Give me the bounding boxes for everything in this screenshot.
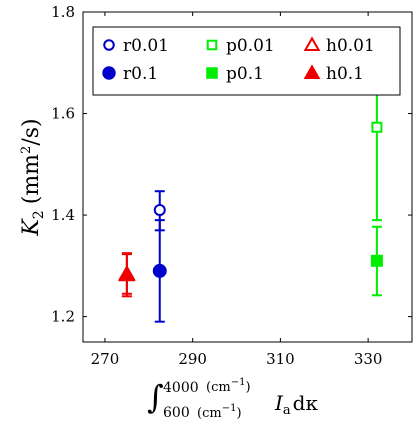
x-label-lower-limit: 600 — [163, 405, 190, 421]
legend-marker-p0.1 — [206, 67, 218, 79]
x-label-upper-unit: (cm−1) — [206, 377, 251, 395]
legend-label-r0.1: r0.1 — [123, 64, 158, 84]
y-tick-label: 1.6 — [51, 105, 75, 123]
legend-marker-h0.1 — [303, 64, 321, 79]
plot-frame — [82, 11, 413, 343]
integral-sign: ∫ — [147, 378, 164, 416]
legend: r0.01 p0.01 h0.01 r0.1 p0.1 h0.1 — [92, 26, 401, 96]
y-label-unit-close: /s) — [19, 118, 44, 145]
legend-label-h0.1: h0.1 — [326, 64, 364, 84]
legend-marker-p0.01 — [206, 39, 218, 51]
x-axis-label: ∫ 4000 (cm−1) 600 (cm−1) Ia dκ — [147, 377, 318, 421]
axis-ticks: 270 290 310 330 1.2 1.4 1.6 1.8 — [51, 3, 412, 368]
legend-label-h0.01: h0.01 — [326, 36, 375, 56]
data-point-p0.01 — [371, 121, 383, 133]
y-tick-label: 1.2 — [51, 308, 75, 326]
x-label-lower-unit: (cm−1) — [197, 403, 242, 421]
y-label-sub: 2 — [31, 210, 47, 219]
data-point-h0.1 — [118, 265, 136, 282]
data-point-r0.1 — [152, 263, 167, 278]
x-tick-label: 310 — [266, 350, 295, 368]
y-label-unit-exp: 2 — [19, 146, 34, 154]
x-label-integrand: Ia dκ — [274, 391, 318, 418]
y-tick-label: 1.8 — [51, 3, 75, 21]
y-label-unit-open: (mm — [19, 154, 44, 204]
legend-marker-r0.1 — [102, 66, 116, 80]
data-point-p0.1 — [370, 254, 383, 267]
y-axis-label: K2(mm2/s) — [19, 118, 47, 236]
legend-label-r0.01: r0.01 — [123, 36, 169, 56]
x-tick-label: 330 — [354, 350, 383, 368]
y-tick-label: 1.4 — [51, 206, 75, 224]
legend-marker-r0.01 — [103, 39, 115, 51]
legend-box — [92, 26, 401, 96]
y-label-symbol: K — [19, 218, 44, 237]
legend-label-p0.01: p0.01 — [226, 36, 275, 56]
legend-marker-h0.01 — [303, 36, 321, 51]
x-tick-label: 270 — [91, 350, 120, 368]
legend-label-p0.1: p0.1 — [226, 64, 264, 84]
x-tick-label: 290 — [178, 350, 207, 368]
x-label-upper-limit: 4000 — [163, 380, 199, 396]
svg-text:K2(mm2/s): K2(mm2/s) — [19, 118, 47, 236]
data-point-r0.01 — [153, 204, 166, 216]
